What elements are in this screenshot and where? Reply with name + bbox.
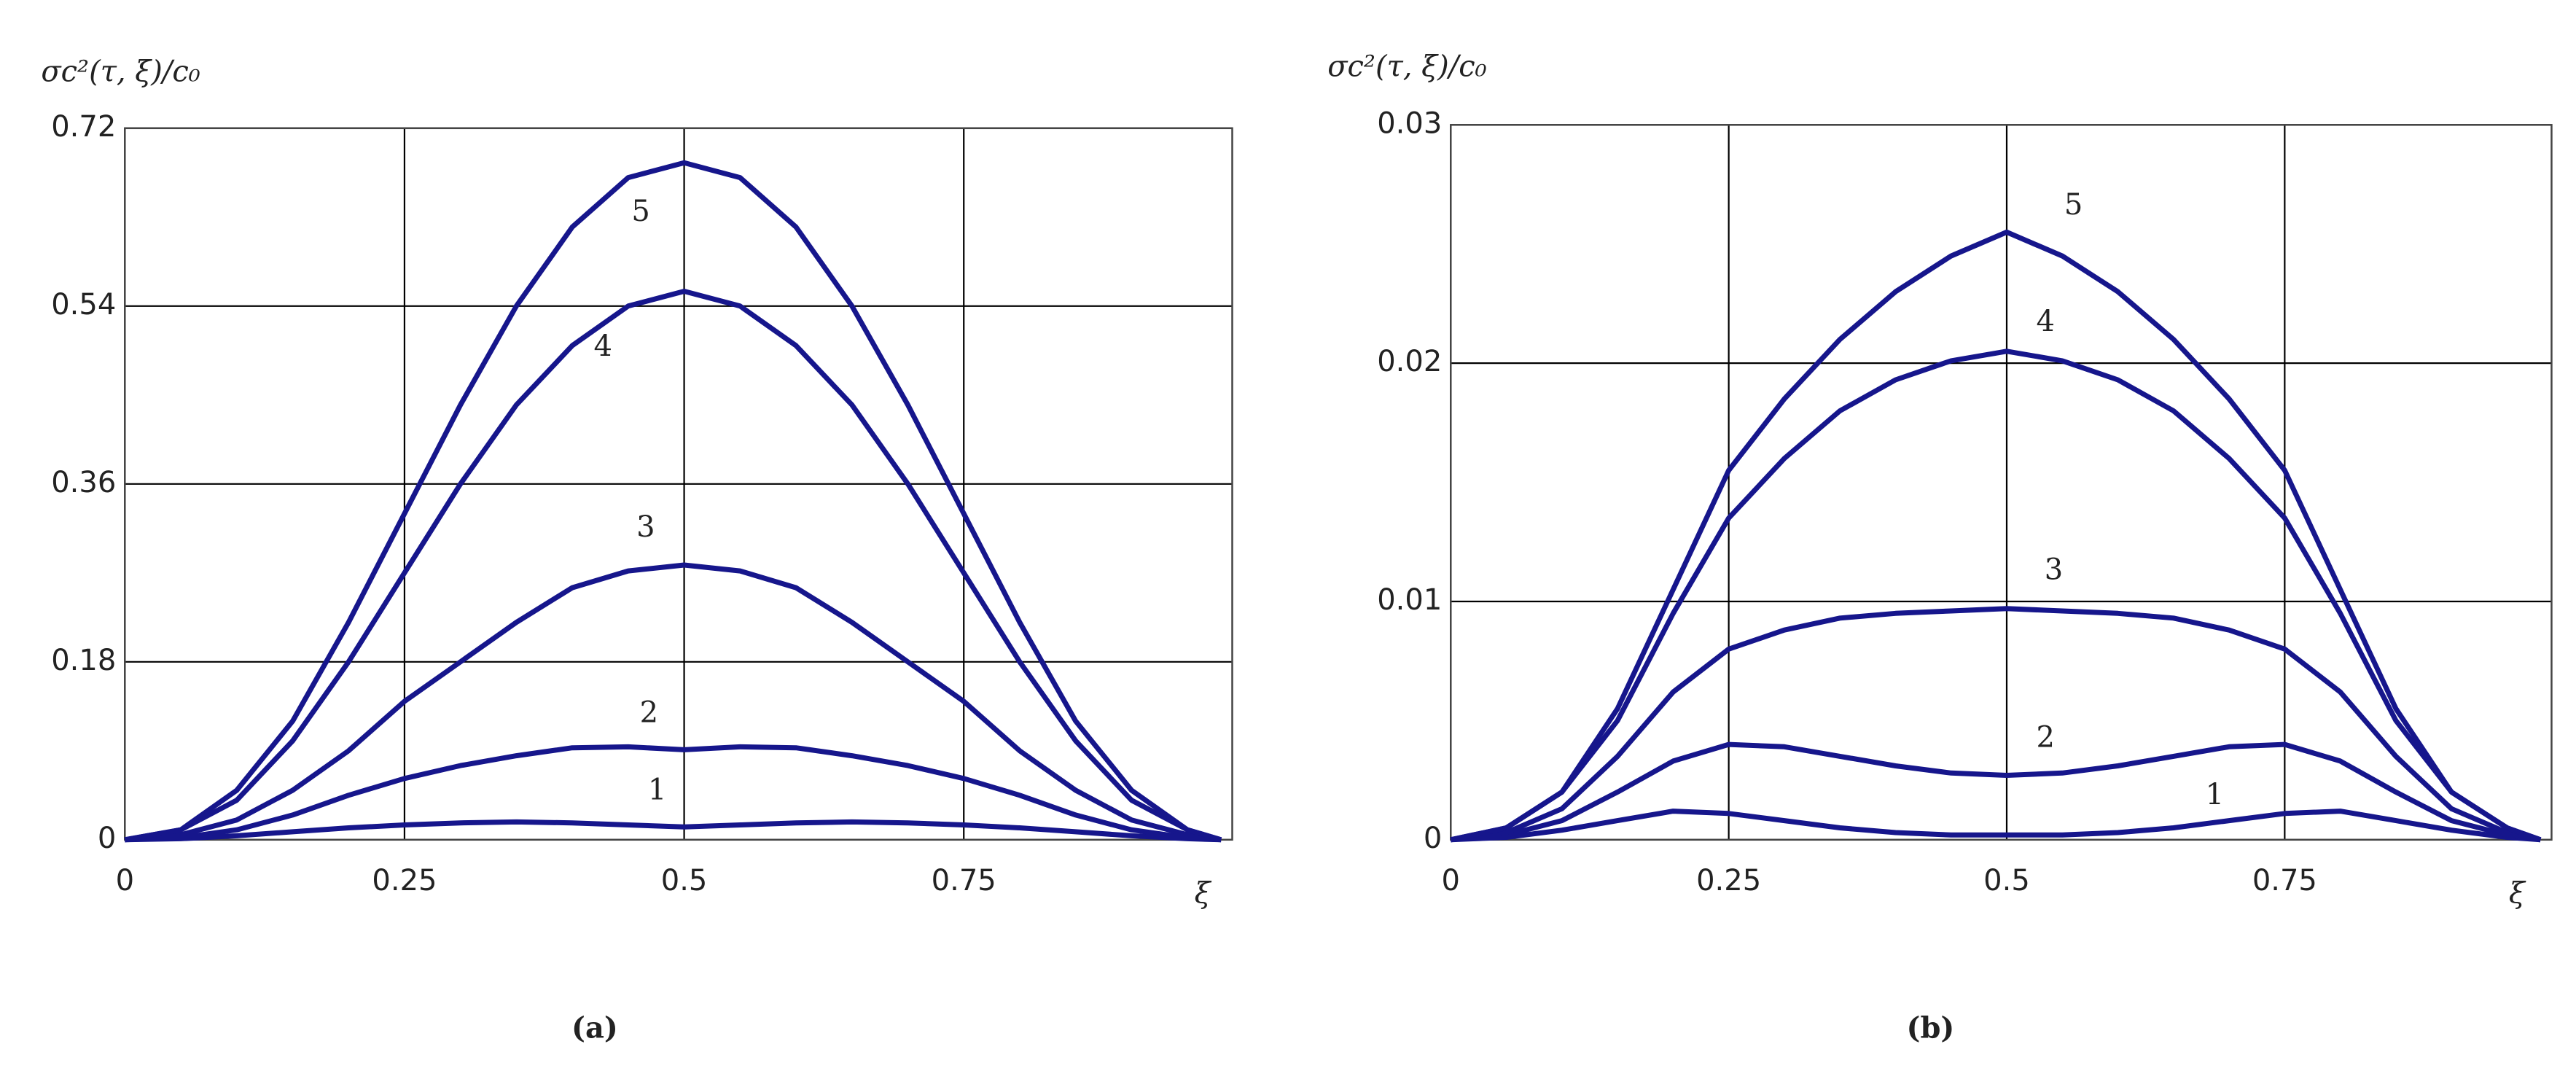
- subplot-label: (b): [1907, 1010, 1955, 1045]
- y-axis-label: σc²(τ, ξ)/c₀: [1327, 50, 1486, 84]
- y-tick-label: 0.01: [1377, 583, 1442, 617]
- y-tick-label: 0.36: [51, 466, 116, 499]
- series-line: [124, 160, 1222, 843]
- subplot-label: (a): [571, 1010, 618, 1045]
- curve-label: 1: [648, 773, 666, 806]
- x-axis-label: ξ: [2509, 876, 2526, 910]
- plot-frame: [1450, 124, 2553, 841]
- series-line: [124, 562, 1222, 843]
- y-tick-label: 0: [98, 822, 116, 855]
- x-tick-label: 0.5: [661, 864, 708, 897]
- series-line: [124, 289, 1222, 843]
- series-line: [1450, 348, 2542, 843]
- x-tick-label: 0.75: [2252, 864, 2317, 897]
- x-tick-label: 0.25: [372, 864, 437, 897]
- curve-label: 3: [2045, 553, 2063, 586]
- y-tick-label: 0.72: [51, 110, 116, 144]
- curve-label: 3: [636, 510, 655, 544]
- curve-label: 2: [2037, 720, 2055, 754]
- x-tick-label: 0: [116, 864, 134, 897]
- plot-frame: [124, 127, 1233, 841]
- series-line: [1450, 229, 2542, 843]
- series-line: [125, 744, 1222, 843]
- y-tick-label: 0.02: [1377, 345, 1442, 378]
- y-tick-label: 0.18: [51, 644, 116, 677]
- y-tick-label: 0.54: [51, 288, 116, 322]
- series-line: [125, 819, 1222, 843]
- series-line: [1450, 606, 2541, 843]
- series-line: [1451, 809, 2541, 843]
- curve-label: 5: [2064, 188, 2083, 222]
- y-tick-label: 0: [1424, 822, 1442, 855]
- curve-label: 2: [640, 696, 658, 729]
- curve-label: 4: [2037, 305, 2055, 338]
- x-axis-label: ξ: [1195, 876, 1212, 910]
- series-line: [1451, 741, 2541, 843]
- y-axis-label: σc²(τ, ξ)/c₀: [41, 55, 200, 88]
- x-tick-label: 0.5: [1983, 864, 2030, 897]
- x-tick-label: 0: [1442, 864, 1460, 897]
- y-tick-label: 0.03: [1377, 106, 1442, 140]
- x-tick-label: 0.75: [932, 864, 996, 897]
- curve-label: 5: [631, 195, 649, 228]
- curve-label: 1: [2206, 778, 2224, 811]
- curve-label: 4: [593, 330, 612, 363]
- x-tick-label: 0.25: [1696, 864, 1761, 897]
